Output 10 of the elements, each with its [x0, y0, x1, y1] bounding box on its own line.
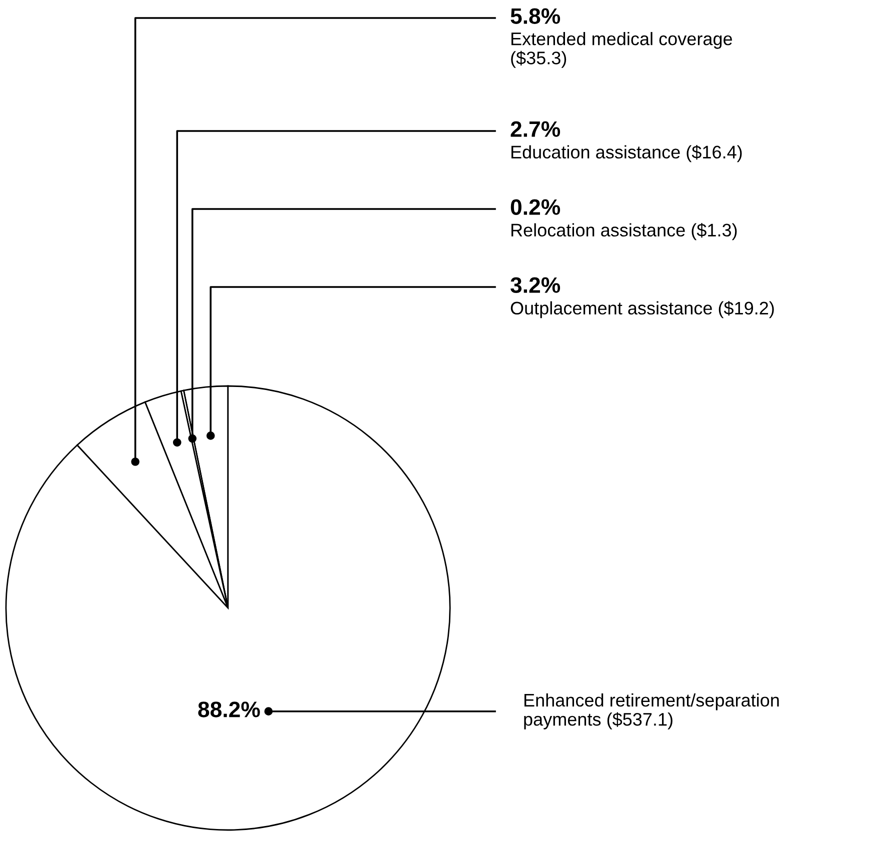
- data-label: 2.7%: [510, 121, 560, 137]
- data-label: 3.2%: [510, 277, 560, 293]
- slice-label: Relocation assistance ($1.3): [511, 222, 737, 240]
- data-label: 0.2%: [510, 199, 560, 215]
- data-label: 5.8%: [510, 8, 560, 24]
- data-label: 88.2%: [198, 702, 260, 718]
- slice-label: Extended medical coverage ($35.3): [511, 32, 732, 68]
- slice-label: Enhanced retirement/separation payments ($537.1): [524, 693, 779, 730]
- slice-label: Education assistance ($16.4): [511, 144, 742, 162]
- slice-label: Outplacement assistance ($19.2): [510, 301, 774, 318]
